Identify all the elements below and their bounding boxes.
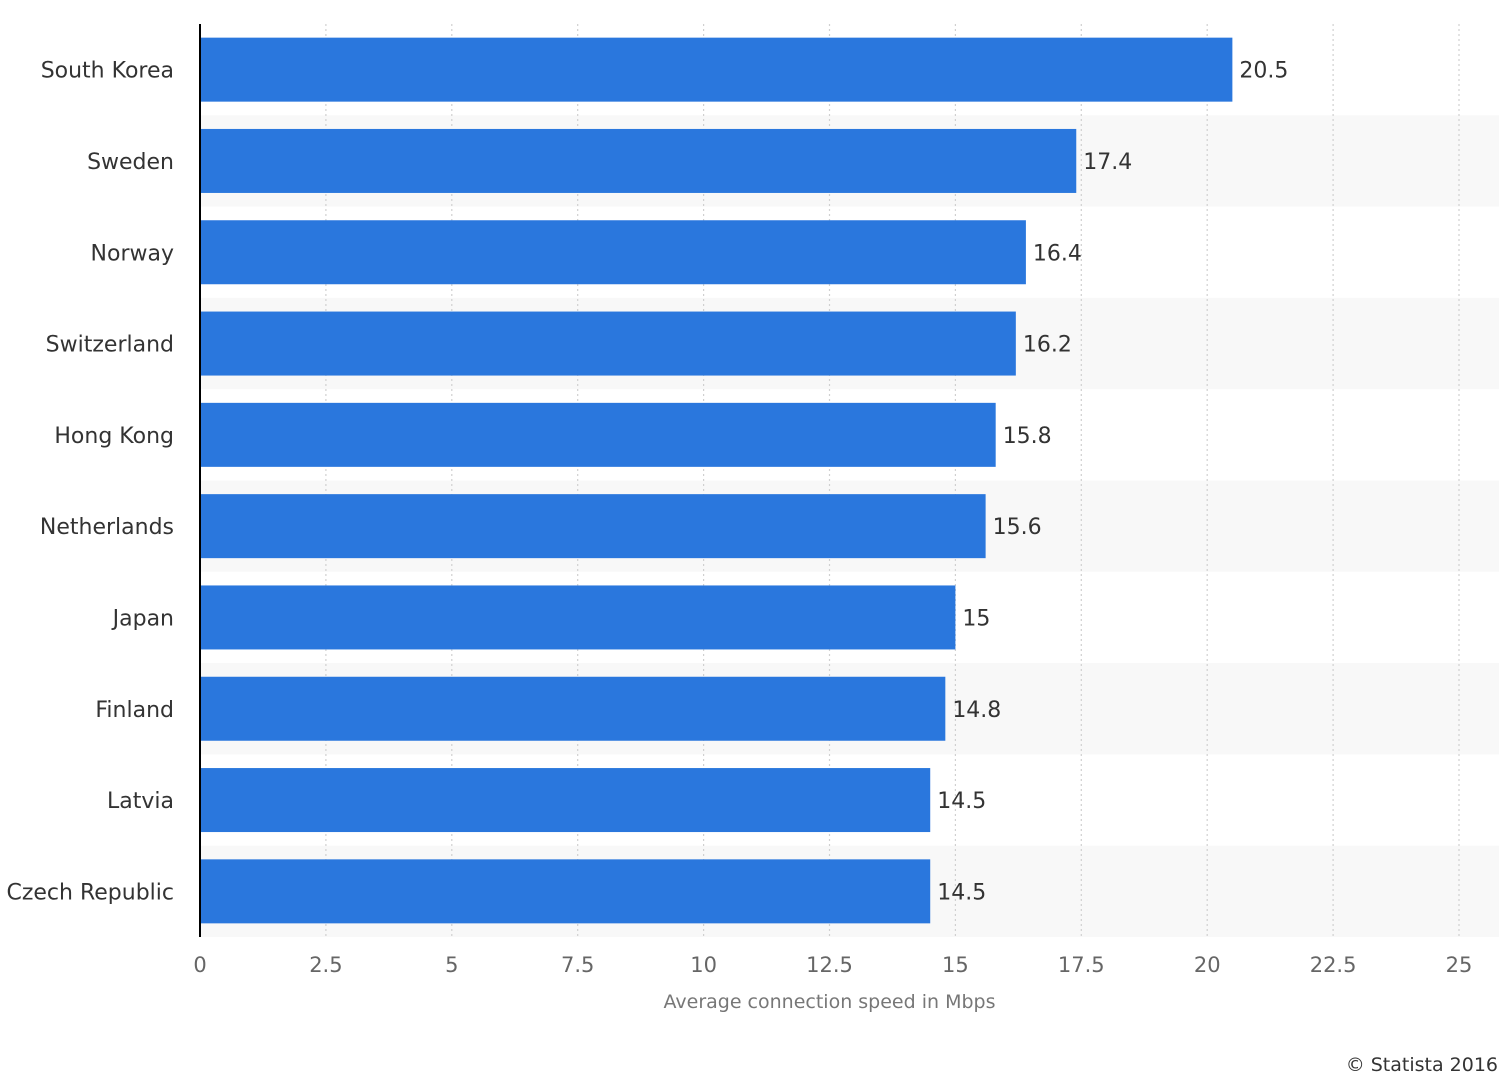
x-tick-label: 5 xyxy=(445,953,458,977)
category-label: Finland xyxy=(95,698,174,723)
data-label: 14.5 xyxy=(937,789,986,814)
data-label: 15.8 xyxy=(1003,424,1052,449)
data-label: 14.8 xyxy=(952,698,1001,723)
bar xyxy=(200,859,931,924)
x-tick-labels: 0 2.5 5 7.5 10 12.5 15 17.5 20 22.5 25 xyxy=(193,953,1472,977)
data-label: 17.4 xyxy=(1083,150,1132,175)
x-tick-label: 22.5 xyxy=(1310,953,1357,977)
category-label: Sweden xyxy=(87,150,174,175)
category-label: Switzerland xyxy=(46,333,174,358)
data-label: 16.4 xyxy=(1033,241,1082,266)
x-tick-label: 15 xyxy=(942,953,969,977)
category-label: Japan xyxy=(111,606,174,631)
data-label: 20.5 xyxy=(1239,59,1288,84)
data-label: 15 xyxy=(962,606,990,631)
x-tick-label: 2.5 xyxy=(309,953,342,977)
bar xyxy=(200,768,931,833)
category-label: Latvia xyxy=(107,789,174,814)
category-label: South Korea xyxy=(41,59,174,84)
category-label: Czech Republic xyxy=(6,880,174,905)
bars xyxy=(200,37,1233,924)
data-label: 14.5 xyxy=(937,880,986,905)
category-labels: South Korea Sweden Norway Switzerland Hong K… xyxy=(6,59,174,906)
bar xyxy=(200,494,986,559)
copyright-credit: © Statista 2016 xyxy=(1345,1054,1498,1076)
value-labels: 20.5 17.4 16.4 16.2 15.8 15.6 15 14.8 14.5 14.5 xyxy=(937,59,1288,906)
bar xyxy=(200,676,946,741)
category-label: Norway xyxy=(91,241,174,266)
x-tick-label: 20 xyxy=(1194,953,1221,977)
x-tick-label: 10 xyxy=(690,953,717,977)
bar xyxy=(200,311,1016,376)
bar xyxy=(200,585,956,650)
x-tick-label: 12.5 xyxy=(806,953,853,977)
x-tick-label: 17.5 xyxy=(1058,953,1105,977)
x-tick-label: 7.5 xyxy=(561,953,594,977)
bar xyxy=(200,128,1077,193)
bar xyxy=(200,37,1233,102)
x-tick-label: 0 xyxy=(193,953,206,977)
bar xyxy=(200,220,1026,285)
x-axis-title: Average connection speed in Mbps xyxy=(664,991,996,1013)
data-label: 16.2 xyxy=(1023,333,1072,358)
category-label: Netherlands xyxy=(40,515,174,540)
category-label: Hong Kong xyxy=(54,424,174,449)
bar xyxy=(200,402,996,467)
data-label: 15.6 xyxy=(993,515,1042,540)
x-tick-label: 25 xyxy=(1446,953,1473,977)
